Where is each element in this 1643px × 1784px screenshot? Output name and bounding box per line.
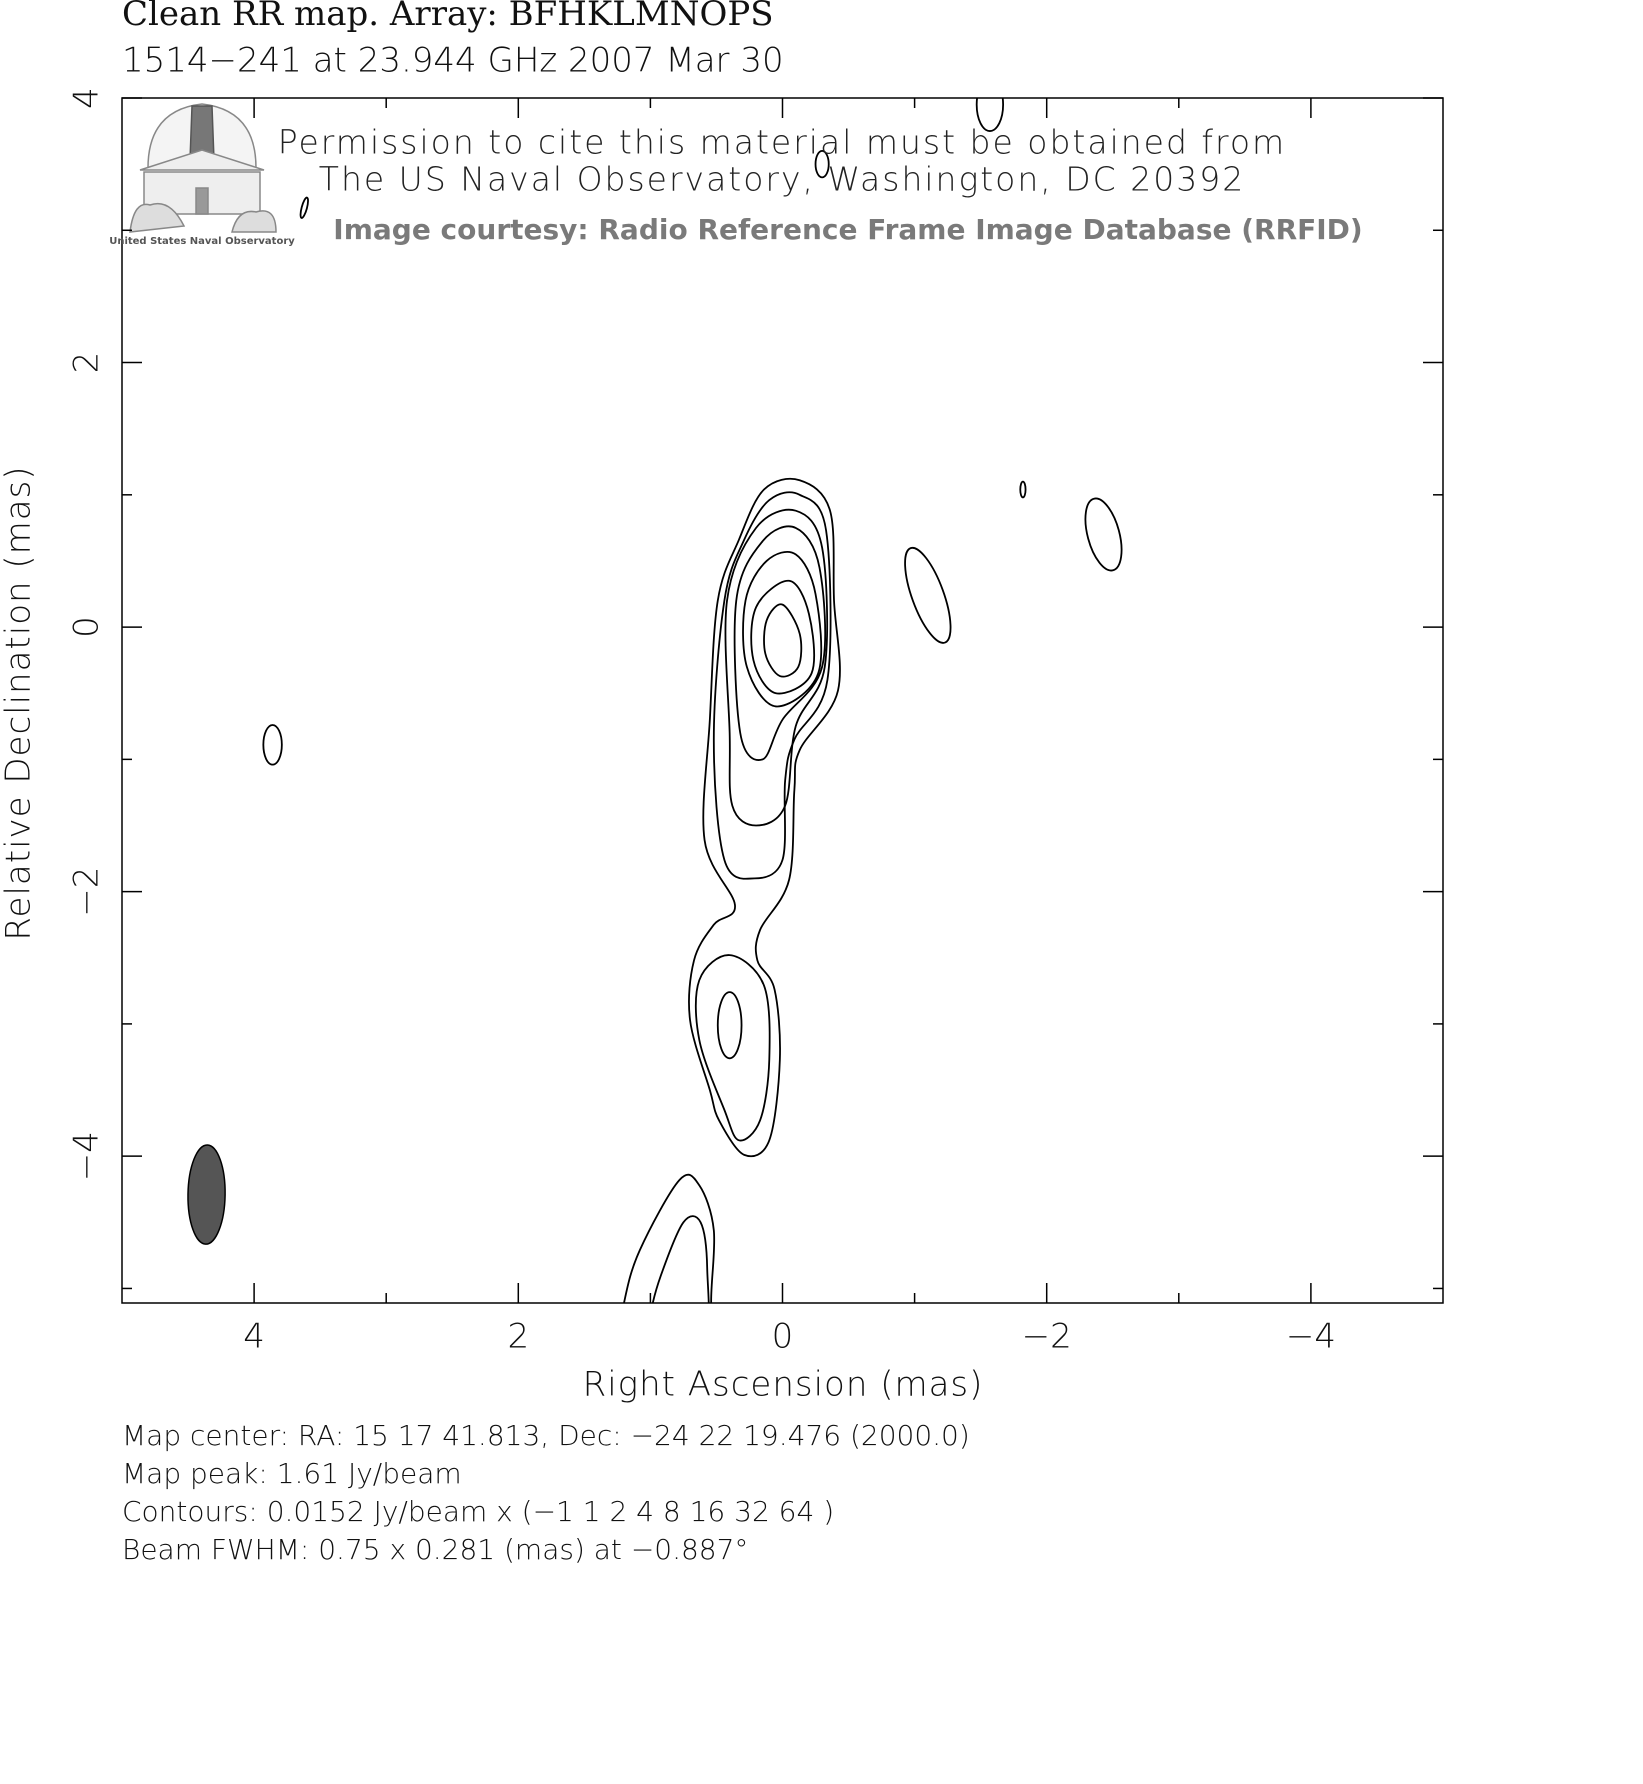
- x-tick-label: −4: [1286, 1317, 1336, 1357]
- contour: [694, 954, 771, 1142]
- plot-area: [187, 98, 1123, 1303]
- contour-component: [262, 724, 283, 766]
- chart-subtitle: 1514−241 at 23.944 GHz 2007 Mar 30: [122, 41, 784, 81]
- footer-line: Map peak: 1.61 Jy/beam: [122, 1457, 462, 1490]
- x-axis-label: Right Ascension (mas): [583, 1365, 984, 1405]
- contour: [750, 579, 816, 695]
- contour-component: [1084, 497, 1123, 572]
- contour-component: [716, 991, 743, 1060]
- contour-component: [299, 196, 309, 219]
- footer-line: Map center: RA: 15 17 41.813, Dec: −24 2…: [122, 1419, 970, 1452]
- footer-line: Beam FWHM: 0.75 x 0.281 (mas) at −0.887°: [122, 1533, 748, 1566]
- contour-component: [975, 98, 1005, 132]
- contour: [763, 603, 803, 678]
- contour: [733, 525, 827, 761]
- x-tick-label: −2: [1022, 1317, 1072, 1357]
- logo-text: United States Naval Observatory: [109, 236, 295, 247]
- contour: [688, 477, 841, 1158]
- footer-line: Contours: 0.0152 Jy/beam x (−1 1 2 4 8 1…: [122, 1495, 834, 1528]
- contour-component: [1019, 480, 1027, 499]
- contour-component: [904, 546, 952, 644]
- contour: [712, 491, 832, 880]
- courtesy: Image courtesy: Radio Reference Frame Im…: [333, 213, 1362, 246]
- y-tick-label: −4: [67, 1131, 107, 1181]
- contour: [742, 551, 823, 708]
- y-tick-label: 0: [67, 616, 107, 638]
- y-tick-label: 4: [67, 87, 107, 109]
- beam: [187, 1144, 226, 1245]
- logo: [129, 103, 277, 233]
- y-tick-label: 2: [67, 352, 107, 374]
- x-tick-label: 0: [772, 1317, 794, 1357]
- permission-line: Permission to cite this material must be…: [278, 123, 1286, 162]
- contour: [724, 508, 829, 827]
- y-tick-label: −2: [67, 867, 107, 917]
- plot-frame: [121, 97, 1444, 1304]
- contour: [651, 1215, 710, 1303]
- permission-line: The US Naval Observatory, Washington, DC…: [319, 160, 1245, 199]
- y-axis-label: Relative Declination (mas): [0, 465, 39, 940]
- contour-component: [814, 150, 830, 179]
- x-tick-label: 2: [507, 1317, 529, 1357]
- x-tick-label: 4: [243, 1317, 265, 1357]
- chart-title: Clean RR map. Array: BFHKLMNOPS: [122, 0, 774, 34]
- contour: [623, 1173, 716, 1303]
